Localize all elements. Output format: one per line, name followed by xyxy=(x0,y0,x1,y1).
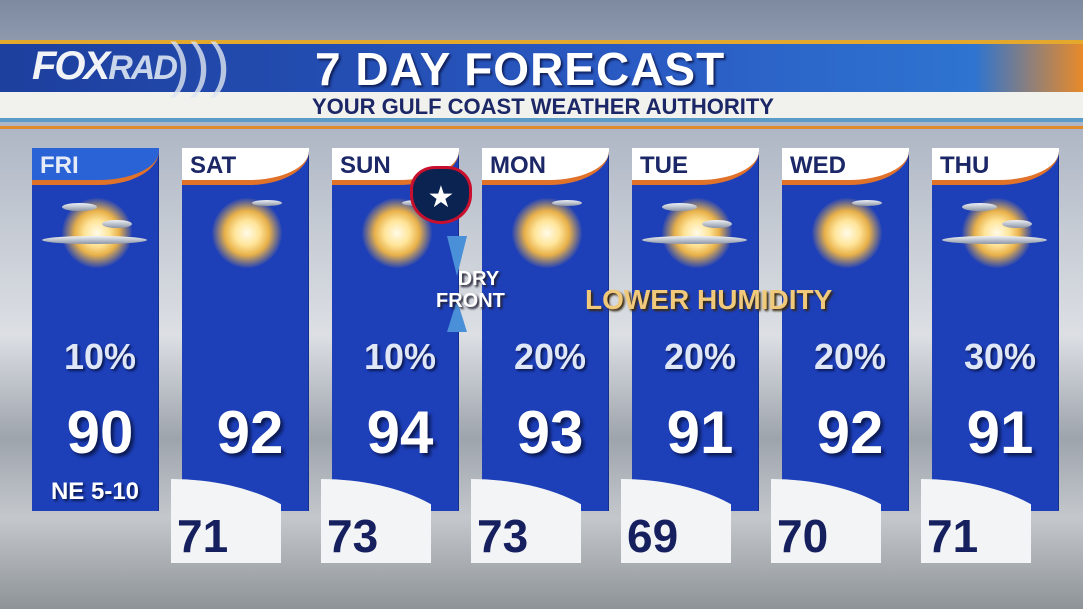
day-column-mon: MON 20% 93 xyxy=(482,148,609,511)
cloud-icon xyxy=(62,203,97,211)
low-temp-box: 70 xyxy=(771,479,881,563)
day-header: FRI xyxy=(32,148,159,185)
day-column-tue: TUE 20% 91 xyxy=(632,148,759,511)
rain-chance: 10% xyxy=(63,336,137,377)
day-column-wed: WED 20% 92 xyxy=(782,148,909,511)
day-label: SAT xyxy=(190,152,237,179)
page-title: 7 DAY FORECAST xyxy=(315,43,726,95)
day-column-sat: SAT 92 xyxy=(182,148,309,511)
cloud-icon xyxy=(1002,220,1032,228)
day-label: FRI xyxy=(40,152,79,179)
cloud-icon xyxy=(552,200,582,206)
day-header: WED xyxy=(782,148,909,185)
lower-humidity-label: LOWER HUMIDITY xyxy=(585,284,833,315)
day-label: WED xyxy=(790,152,846,179)
day-header: SAT xyxy=(182,148,309,185)
low-temp: 70 xyxy=(777,510,829,562)
divider xyxy=(0,126,1083,129)
low-temp: 71 xyxy=(927,510,979,562)
high-temp: 94 xyxy=(366,399,434,466)
low-temp: 73 xyxy=(327,510,379,562)
high-temp: 90 xyxy=(66,399,134,466)
rain-chance: 20% xyxy=(813,336,887,377)
rain-chance: 20% xyxy=(663,336,737,377)
high-temp: 91 xyxy=(966,399,1034,466)
wind: NE 5-10 xyxy=(50,478,140,505)
day-label: THU xyxy=(940,152,990,179)
day-label: TUE xyxy=(640,152,688,179)
rain-chance: 30% xyxy=(963,336,1037,377)
high-temp: 92 xyxy=(216,399,284,466)
day-header: TUE xyxy=(632,148,759,185)
cloud-icon xyxy=(852,200,882,206)
cloud-icon xyxy=(642,236,747,244)
low-temp: 71 xyxy=(177,510,229,562)
logo-rad: RAD xyxy=(108,49,178,87)
low-temp: 73 xyxy=(477,510,529,562)
page-subtitle: YOUR GULF COAST WEATHER AUTHORITY xyxy=(312,94,774,119)
cloud-icon xyxy=(962,203,997,211)
dry-front-label: DRY FRONT xyxy=(436,268,505,312)
low-temp: 69 xyxy=(627,510,679,562)
foxrad-logo: FOXRAD xyxy=(32,44,178,89)
high-temp: 91 xyxy=(666,399,734,466)
title-bar xyxy=(0,40,1083,92)
rain-chance: 20% xyxy=(513,336,587,377)
cloud-icon xyxy=(102,220,132,228)
day-label: SUN xyxy=(340,152,391,179)
day-column-fri: FRI 10% 90 NE 5-10 xyxy=(32,148,159,511)
front-arrow-bottom-icon xyxy=(447,300,467,332)
dry-front-line2: FRONT xyxy=(436,290,505,312)
high-temp: 93 xyxy=(516,399,584,466)
rain-chance: 10% xyxy=(363,336,437,377)
day-header: THU xyxy=(932,148,1059,185)
texans-logo-icon: ★ xyxy=(410,166,472,224)
sun-icon xyxy=(812,198,882,268)
logo-fox: FOX xyxy=(32,44,110,88)
day-label: MON xyxy=(490,152,546,179)
cloud-icon xyxy=(702,220,732,228)
sun-icon xyxy=(212,198,282,268)
day-column-thu: THU 30% 91 xyxy=(932,148,1059,511)
dry-front-line1: DRY xyxy=(457,268,500,290)
sun-icon xyxy=(512,198,582,268)
cloud-icon xyxy=(662,203,697,211)
cloud-icon xyxy=(42,236,147,244)
cloud-icon xyxy=(942,236,1047,244)
front-arrow-top-icon xyxy=(447,236,467,276)
subtitle-bar xyxy=(0,92,1083,122)
radar-waves-icon: ))) xyxy=(170,31,230,98)
cloud-icon xyxy=(252,200,282,206)
high-temp: 92 xyxy=(816,399,884,466)
day-header: MON xyxy=(482,148,609,185)
